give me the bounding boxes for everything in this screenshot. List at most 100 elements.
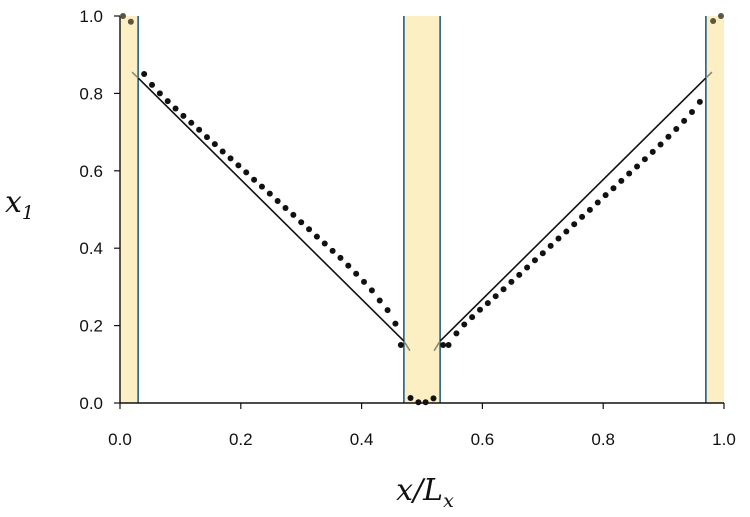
y-tick-label-0: 0.0: [79, 394, 103, 413]
shaded-band-0: [120, 16, 139, 403]
data-point-52: [547, 242, 554, 249]
data-point-32: [376, 297, 383, 304]
x-tick-label-1: 0.2: [229, 430, 253, 449]
data-point-16: [251, 176, 258, 183]
fit-line-4: [403, 340, 411, 352]
data-point-41: [461, 321, 468, 328]
data-point-45: [492, 293, 499, 300]
data-point-56: [579, 213, 586, 220]
y-tick-label-2: 0.4: [79, 239, 103, 258]
data-point-63: [634, 163, 641, 170]
data-point-71: [696, 98, 703, 105]
data-point-5: [164, 98, 171, 105]
x-tick-label-3: 0.6: [471, 430, 495, 449]
x-tick-label-4: 0.8: [591, 430, 615, 449]
data-point-57: [586, 206, 593, 213]
data-point-62: [626, 170, 633, 177]
y-axis-label: x1: [5, 185, 34, 224]
fit-line-5: [433, 340, 441, 352]
data-point-28: [345, 262, 352, 269]
data-point-69: [681, 117, 688, 124]
data-point-1: [127, 18, 134, 25]
data-point-13: [227, 155, 234, 162]
shaded-bands: [120, 16, 724, 403]
y-tick-label-5: 1.0: [79, 7, 103, 26]
fit-line-6: [705, 71, 713, 79]
data-point-8: [188, 119, 195, 126]
data-point-40: [453, 330, 460, 337]
data-point-37: [422, 399, 429, 406]
y-tick-label-1: 0.2: [79, 317, 103, 336]
x-axis-label: x/Lx: [396, 473, 454, 512]
data-point-67: [665, 133, 672, 140]
data-point-72: [710, 18, 717, 25]
data-point-29: [353, 270, 360, 277]
data-points: [120, 13, 724, 406]
data-point-31: [368, 287, 375, 294]
shaded-band-2: [705, 16, 724, 403]
data-point-70: [688, 108, 695, 115]
data-point-21: [290, 211, 297, 218]
x-tick-label-2: 0.4: [350, 430, 374, 449]
data-point-20: [282, 204, 289, 211]
data-point-61: [618, 177, 625, 184]
shaded-band-1: [403, 16, 441, 403]
data-point-25: [321, 240, 328, 247]
data-point-35: [407, 394, 414, 401]
data-point-11: [211, 141, 218, 148]
data-point-51: [539, 250, 546, 257]
data-point-59: [602, 192, 609, 199]
data-point-47: [508, 278, 515, 285]
data-point-36: [415, 399, 422, 406]
data-point-30: [361, 278, 368, 285]
data-point-26: [329, 247, 336, 254]
data-point-15: [243, 169, 250, 176]
data-point-48: [516, 271, 523, 278]
data-point-43: [476, 306, 483, 313]
data-point-64: [641, 156, 648, 163]
data-point-55: [571, 221, 578, 228]
x-tick-label-0: 0.0: [108, 430, 132, 449]
data-point-23: [306, 226, 313, 233]
data-point-53: [555, 235, 562, 242]
data-point-27: [337, 254, 344, 261]
data-point-66: [657, 141, 664, 148]
data-point-extra-0: [397, 341, 404, 348]
data-point-73: [717, 13, 724, 19]
data-point-44: [484, 300, 491, 307]
data-point-68: [673, 126, 680, 133]
data-point-49: [524, 264, 531, 271]
data-point-50: [531, 257, 538, 264]
data-point-18: [266, 190, 273, 197]
x-tick-label-5: 1.0: [712, 430, 736, 449]
data-point-0: [120, 13, 127, 19]
data-point-58: [594, 199, 601, 206]
data-point-39: [445, 341, 452, 348]
data-point-6: [172, 105, 179, 112]
data-point-7: [180, 112, 187, 119]
data-point-3: [149, 81, 156, 88]
data-point-42: [469, 314, 476, 321]
data-point-12: [219, 148, 226, 155]
data-point-10: [203, 134, 210, 141]
data-point-19: [274, 197, 281, 204]
data-point-22: [298, 219, 305, 226]
tick-labels: 0.0 0.2 0.4 0.6 0.8 1.0 0.0 0.2 0.4 0.6 0.8 1.0: [79, 7, 735, 449]
fit-line-1: [137, 77, 405, 342]
y-tick-label-3: 0.6: [79, 162, 103, 181]
data-point-60: [610, 185, 617, 192]
data-point-34: [392, 320, 399, 327]
data-point-65: [649, 148, 656, 155]
data-point-33: [384, 307, 391, 314]
fit-line-2: [439, 77, 707, 342]
fit-lines: [131, 71, 713, 352]
data-point-4: [156, 90, 163, 97]
data-point-2: [141, 71, 148, 78]
data-point-14: [235, 162, 242, 169]
data-point-46: [500, 286, 507, 293]
data-point-17: [258, 183, 265, 190]
data-point-38: [430, 395, 437, 402]
data-point-54: [563, 228, 570, 235]
